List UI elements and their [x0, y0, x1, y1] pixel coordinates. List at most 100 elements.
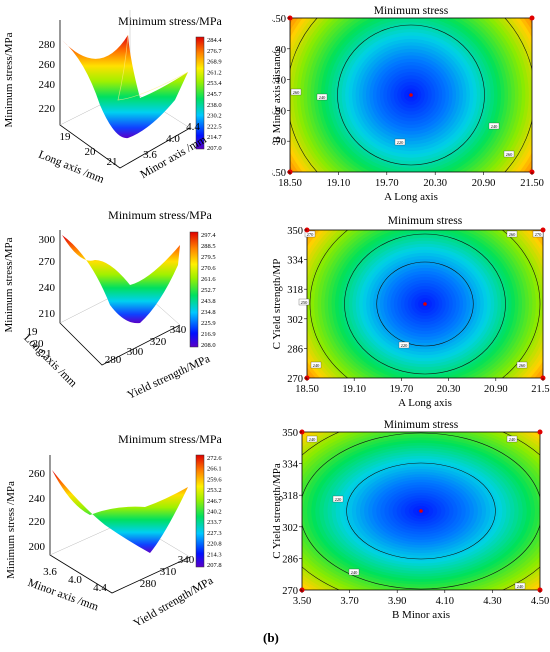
- contour-value-label: 240: [319, 95, 327, 100]
- y-tick-label: 4.30: [272, 45, 286, 56]
- y-tick-label: 334: [287, 256, 304, 267]
- y-tick-label: 270: [287, 374, 303, 385]
- contour-label-box: [306, 435, 318, 443]
- contour-field: [290, 18, 532, 172]
- colorbar-tick-label: 284.4: [207, 37, 222, 44]
- x-tick-label: 19.70: [375, 178, 399, 189]
- x-tick-label: 20.30: [437, 384, 461, 395]
- contour-1-svg: Minimum stress 260 240 220 240 260 18.50 19.10 1…: [268, 5, 544, 203]
- contour-xlabel: A Long axis: [384, 191, 438, 203]
- colorbar-tick-label: 270.6: [201, 265, 216, 272]
- z-tick-label: 300: [39, 234, 56, 246]
- colorbar-tick-label: 297.4: [201, 232, 216, 239]
- y-tick-label: 3.50: [272, 168, 286, 179]
- contour-label-box: [332, 495, 344, 503]
- x-tick-label: 3.50: [293, 596, 311, 607]
- contour-value-label: 240: [517, 584, 525, 589]
- colorbar-tick-label: 225.9: [201, 320, 216, 327]
- surface-1-zlabel: Minimum stress/MPa: [3, 32, 15, 127]
- x-tick-label: 20: [33, 338, 45, 350]
- contour-value-label: 240: [351, 570, 359, 575]
- surface-1-title: Minimum stress/MPa: [118, 14, 222, 28]
- contour-xlabel: B Minor axis: [392, 609, 450, 621]
- surface-plot-long-yield: Minimum stress/MPa 297.4 288.5 279.5 270.6 2…: [0, 205, 272, 410]
- y-tick-label: 334: [282, 460, 299, 471]
- y-tick-label: 318: [287, 285, 303, 296]
- contour-label-box: [488, 122, 500, 130]
- contour-line: [344, 233, 506, 375]
- surface-1-y-ticks: 3.6 4.0 4.4: [143, 121, 200, 161]
- contour-title: Minimum stress: [388, 215, 463, 227]
- contour-value-label: 220: [397, 140, 405, 145]
- x-tick-label: 19: [60, 131, 72, 143]
- y-tick-label: 3.6: [143, 149, 157, 161]
- x-tick-label: 3.6: [43, 566, 57, 578]
- x-tick-label: 20.90: [472, 178, 496, 189]
- contour-value-label: 270: [307, 232, 315, 237]
- z-tick-label: 200: [29, 541, 46, 553]
- surface-1-svg: Minimum stress/MPa 284.4276.7268.9261.22…: [3, 10, 223, 186]
- colorbar-tick-label: 261.2: [207, 69, 222, 76]
- y-tick-label: 4.4: [186, 121, 200, 133]
- contour-label-box: [394, 138, 406, 146]
- colorbar-tick-label: 261.6: [201, 276, 216, 283]
- colorbar-tick-label: 266.1: [207, 466, 222, 473]
- x-tick-label: 4.50: [531, 596, 549, 607]
- optimum-point: [419, 509, 423, 513]
- colorbar-tick-label: 220.8: [207, 541, 222, 548]
- contour-title: Minimum stress: [374, 5, 449, 17]
- contour-label-box: [316, 93, 328, 101]
- contour-label-box: [348, 568, 360, 576]
- x-tick-label: 20.30: [423, 178, 447, 189]
- y-tick-label: 3.70: [272, 137, 286, 148]
- contour-frame: [289, 17, 533, 173]
- colorbar-tick-label: 252.7: [201, 287, 216, 294]
- x-tick-label: 3.70: [340, 596, 358, 607]
- contour-value-label: 240: [309, 437, 317, 442]
- surface-3-x-ticks: 3.6 4.0 4.4: [43, 566, 107, 594]
- colorbar-tick-label: 222.5: [207, 123, 222, 130]
- contour-xlabel: A Long axis: [398, 397, 452, 409]
- colorbar-tick-label: 233.7: [207, 519, 222, 526]
- contour-value-label: 250: [301, 300, 309, 305]
- surface-3-mesh: [52, 470, 188, 553]
- colorbar-tick-label: 208.0: [201, 342, 216, 349]
- x-tick-label: 18.50: [278, 178, 302, 189]
- contour-ylabel: C Yield strength/MP: [272, 259, 283, 350]
- surface-3-title: Minimum stress/MPa: [118, 432, 222, 446]
- contour-plot-long-yield: Minimum stress 270 260 250 240 220 260 270 18.50…: [271, 210, 550, 415]
- contour-label-box: [298, 298, 310, 306]
- z-tick-label: 270: [39, 256, 56, 268]
- surface-2-ylabel: Yield strength/MPa: [126, 353, 212, 402]
- x-tick-label: 4.4: [93, 582, 107, 594]
- colorbar-tick-label: 230.2: [207, 113, 222, 120]
- z-tick-label: 260: [29, 468, 46, 480]
- colorbar-tick-label: 227.3: [207, 530, 222, 537]
- surface-3-axes: [49, 455, 191, 594]
- x-tick-label: 19.10: [342, 384, 366, 395]
- contour-label-box: [506, 230, 518, 238]
- y-tick-label: 340: [170, 324, 187, 336]
- x-tick-label: 21.50: [520, 178, 544, 189]
- colorbar-tick-label: 279.5: [201, 254, 216, 261]
- surface-2-axes: [59, 230, 181, 366]
- y-tick-label: 4.50: [272, 14, 286, 25]
- y-tick-label: 3.90: [272, 106, 286, 117]
- z-tick-label: 210: [39, 308, 56, 320]
- z-tick-label: 280: [39, 39, 56, 51]
- colorbar-tick-label: 272.6: [207, 455, 222, 462]
- x-tick-label: 18.50: [295, 384, 319, 395]
- colorbar-tick-label: 234.8: [201, 309, 216, 316]
- contour-line: [337, 24, 485, 166]
- y-tick-label: 302: [282, 523, 298, 534]
- optimum-point: [423, 302, 427, 306]
- colorbar-tick-label: 207.0: [207, 145, 222, 152]
- colorbar-tick-label: 240.2: [207, 509, 222, 516]
- y-tick-label: 286: [287, 344, 303, 355]
- surface-1-colorbar-ticks: 284.4 276.7 268.9 261.2 253.4 245.7 238.0 230.2…: [207, 37, 222, 152]
- contour-label-box: [516, 361, 528, 369]
- colorbar-tick-label: 253.2: [207, 487, 222, 494]
- contour-value-label: 260: [519, 363, 527, 368]
